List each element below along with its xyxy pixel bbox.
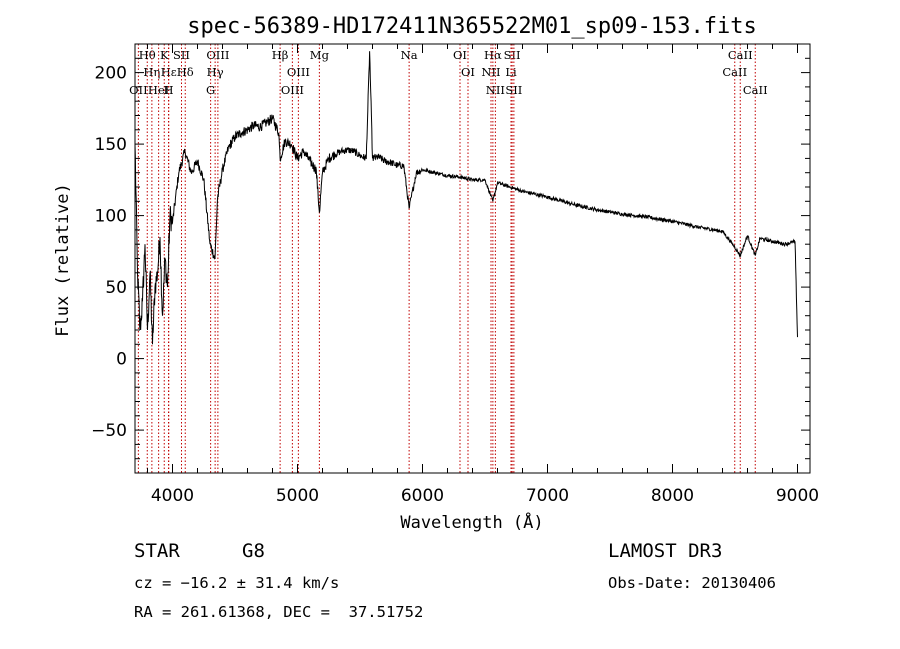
marker-label-4: K: [160, 48, 169, 62]
marker-label-19: Hα: [484, 48, 502, 62]
marker-label-11: G: [206, 83, 215, 97]
survey-name: LAMOST DR3: [608, 540, 723, 562]
y-tick-label-1: 0: [116, 350, 127, 370]
marker-label-6: H: [163, 83, 173, 97]
marker-label-14: OIII: [281, 83, 304, 97]
x-tick-label-4: 8000: [651, 486, 694, 506]
marker-label-16: Na: [401, 48, 418, 62]
marker-label-15: Mg: [310, 48, 330, 62]
marker-label-2: Hη: [143, 65, 160, 79]
marker-label-1: OII: [129, 83, 148, 97]
marker-label-27: CaII: [743, 83, 768, 97]
object-type: STAR: [134, 540, 180, 562]
flux-series: [134, 51, 798, 345]
redshift-readout: cz = −16.2 ± 31.4 km/s: [134, 574, 340, 592]
y-axis-label: Flux (relative): [53, 183, 73, 337]
subclass: G8: [242, 540, 265, 562]
y-tick-label-0: −50: [91, 421, 127, 441]
y-tick-label-5: 200: [95, 64, 127, 84]
marker-label-26: CaII: [722, 65, 747, 79]
x-tick-label-0: 4000: [151, 486, 194, 506]
x-tick-label-5: 9000: [776, 486, 819, 506]
marker-label-10: Hγ: [207, 65, 224, 79]
chart-title: spec-56389-HD172411N365522M01_sp09-153.f…: [187, 14, 757, 39]
x-axis-label: Wavelength (Å): [400, 511, 543, 533]
obs-date: Obs-Date: 20130406: [608, 574, 776, 592]
marker-label-22: SII: [504, 48, 521, 62]
x-tick-label-3: 7000: [526, 486, 569, 506]
marker-label-23: Li: [505, 65, 517, 79]
axes: 4000 5000 6000 7000 8000 9000 −50 0 50 100 150 200: [91, 43, 819, 506]
marker-label-21: NII: [486, 83, 505, 97]
marker-label-20: NII: [481, 65, 500, 79]
marker-label-17: OI: [453, 48, 467, 62]
y-tick-label-2: 50: [105, 278, 127, 298]
marker-label-18: OI: [461, 65, 475, 79]
marker-label-7: SII: [173, 48, 190, 62]
marker-label-25: CaII: [728, 48, 753, 62]
marker-label-0: Hθ: [139, 48, 156, 62]
x-tick-label-1: 5000: [276, 486, 319, 506]
coordinates: RA = 261.61368, DEC = 37.51752: [134, 603, 424, 621]
marker-label-12: Hβ: [272, 48, 289, 62]
plot-frame: [134, 43, 811, 474]
flux-line-0: [134, 51, 798, 345]
marker-label-13: OIII: [287, 65, 310, 79]
y-tick-label-4: 150: [95, 135, 127, 155]
y-tick-label-3: 100: [95, 207, 127, 227]
marker-label-9: OIII: [206, 48, 229, 62]
x-tick-label-2: 6000: [401, 486, 444, 506]
marker-label-24: SII: [505, 83, 522, 97]
marker-label-8: Hδ: [177, 65, 194, 79]
